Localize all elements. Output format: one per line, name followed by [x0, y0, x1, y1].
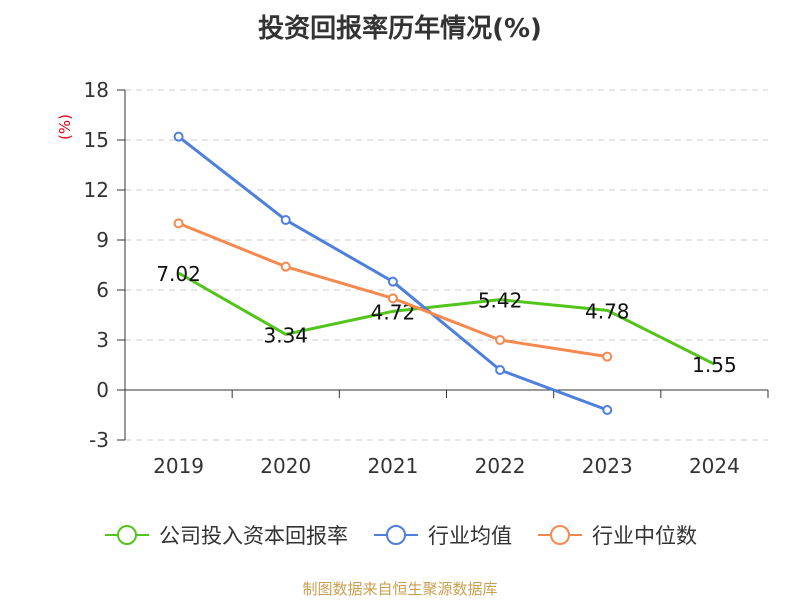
legend-label: 行业中位数: [592, 524, 697, 548]
data-point: [280, 215, 291, 225]
x-tick-label: 2021: [367, 454, 418, 478]
data-point: [280, 261, 291, 272]
data-point: [173, 218, 184, 229]
data-point: [495, 365, 506, 375]
legend-swatch: [374, 525, 418, 545]
chart-legend: 公司投入资本回报率 行业均值 行业中位数: [0, 520, 800, 550]
y-tick-label: 3: [96, 328, 109, 352]
data-label: 4.78: [585, 299, 630, 323]
data-label: 1.55: [692, 353, 737, 377]
x-tick-label: 2024: [689, 454, 740, 478]
series-line: [177, 271, 716, 366]
legend-item[interactable]: 行业均值: [372, 520, 512, 550]
data-point: [387, 293, 398, 304]
legend-marker: [386, 525, 406, 545]
x-tick-label: 2019: [153, 454, 204, 478]
legend-item[interactable]: 公司投入资本回报率: [103, 520, 348, 550]
x-tick-label: 2022: [475, 454, 526, 478]
legend-swatch: [105, 525, 149, 545]
legend-swatch: [538, 525, 582, 545]
y-tick-label: 18: [84, 78, 109, 102]
data-label: 5.42: [478, 289, 523, 313]
legend-item[interactable]: 行业中位数: [536, 520, 697, 550]
y-tick-label: 9: [96, 228, 109, 252]
x-tick-label: 2020: [260, 454, 311, 478]
y-tick-label: 0: [96, 378, 109, 402]
x-tick-label: 2023: [582, 454, 633, 478]
chart-title: 投资回报率历年情况(%): [258, 14, 542, 44]
legend-label: 行业均值: [428, 524, 512, 548]
y-tick-label: 12: [84, 178, 109, 202]
data-point: [495, 335, 506, 345]
data-label: 7.02: [156, 262, 201, 286]
data-point: [387, 276, 398, 287]
legend-marker: [550, 525, 570, 545]
y-tick-label: 15: [84, 128, 109, 152]
data-point: [602, 351, 613, 362]
y-tick-label: -3: [89, 428, 109, 452]
series-line: [177, 135, 608, 412]
y-tick-label: 6: [96, 278, 109, 302]
legend-label: 公司投入资本回报率: [159, 524, 348, 548]
data-point: [173, 131, 184, 142]
y-axis-unit: (%): [56, 114, 74, 140]
data-point: [602, 405, 613, 415]
data-label: 3.34: [263, 323, 308, 347]
legend-marker: [117, 525, 137, 545]
source-note: 制图数据来自恒生聚源数据库: [302, 580, 498, 598]
